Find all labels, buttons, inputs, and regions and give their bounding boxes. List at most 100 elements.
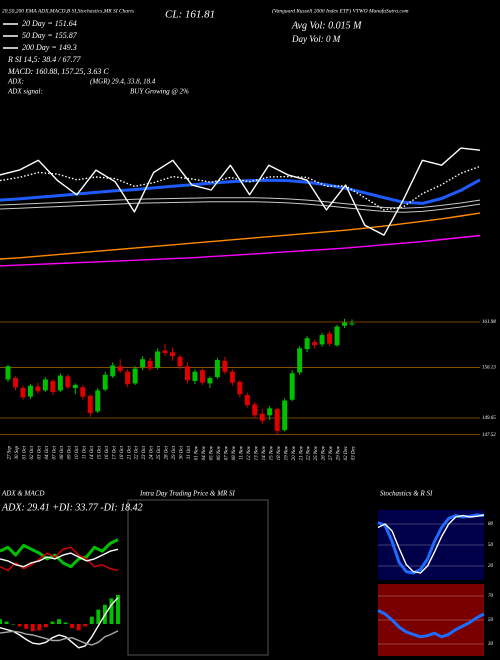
x-tick-label: 11 Nov bbox=[239, 445, 244, 460]
x-tick-label: 02 Dec bbox=[344, 445, 349, 460]
histogram-bar bbox=[89, 616, 94, 624]
histogram-bar bbox=[96, 609, 101, 624]
annotation: ADX: bbox=[7, 78, 24, 86]
x-tick-label: 26 Nov bbox=[322, 445, 327, 460]
x-tick-label: 31 Oct bbox=[187, 445, 192, 459]
x-tick-label: 16 Oct bbox=[105, 445, 110, 459]
candle-body bbox=[102, 374, 108, 390]
series-line bbox=[377, 514, 485, 574]
candle-body bbox=[334, 326, 340, 346]
candle-body bbox=[87, 395, 93, 413]
candle-body bbox=[282, 400, 288, 431]
annotation: (Vanguard Russell 2000 Index ETF) VTWO M… bbox=[272, 7, 409, 14]
y-tick-label: 80 bbox=[488, 522, 494, 527]
x-tick-label: 29 Nov bbox=[337, 445, 342, 460]
x-tick-label: 08 Oct bbox=[60, 445, 65, 459]
annotation: 50 Day = 155.87 bbox=[22, 31, 78, 40]
series-line bbox=[0, 234, 481, 267]
candle-body bbox=[57, 375, 63, 391]
series-line bbox=[0, 630, 119, 646]
x-tick-label: 29 Oct bbox=[172, 445, 177, 459]
x-tick-label: 25 Oct bbox=[157, 445, 162, 459]
candle-body bbox=[117, 366, 123, 371]
candle-body bbox=[12, 377, 18, 388]
candle-body bbox=[327, 333, 333, 344]
annotation: BUY Growing @ 2% bbox=[130, 88, 189, 96]
x-tick-label: 23 Oct bbox=[142, 445, 147, 459]
panel-title: Stochastics & R SI bbox=[380, 490, 433, 498]
candle-body bbox=[27, 385, 33, 397]
histogram-bar bbox=[70, 624, 75, 628]
candle-body bbox=[170, 352, 176, 357]
candle-body bbox=[304, 338, 310, 350]
candle-body bbox=[125, 371, 131, 385]
x-tick-label: 18 Oct bbox=[120, 445, 125, 459]
x-tick-label: 04 Oct bbox=[45, 445, 50, 459]
annotation: ADX signal: bbox=[7, 88, 43, 96]
x-tick-label: 03 Oct bbox=[38, 445, 43, 459]
x-tick-label: 27 Sep bbox=[8, 446, 13, 460]
x-tick-label: 10 Oct bbox=[75, 445, 80, 459]
x-tick-label: 30 Oct bbox=[180, 445, 185, 459]
x-tick-label: 19 Nov bbox=[284, 445, 289, 460]
y-tick-label: 161.98 bbox=[482, 320, 496, 325]
y-tick-label: 20 bbox=[488, 564, 494, 569]
candle-body bbox=[267, 408, 273, 416]
x-tick-label: 20 Nov bbox=[292, 445, 297, 460]
histogram-bar bbox=[24, 624, 29, 629]
histogram-bar bbox=[0, 619, 2, 624]
y-tick-label: 156.13 bbox=[482, 366, 496, 371]
histogram-bar bbox=[83, 624, 88, 627]
candle-body bbox=[50, 381, 56, 392]
histogram-bar bbox=[63, 622, 68, 624]
candle-body bbox=[319, 335, 325, 345]
candle-body bbox=[297, 348, 303, 373]
annotation: 200 Day = 149.3 bbox=[22, 43, 77, 52]
candle-body bbox=[110, 365, 116, 377]
annotation: (MGR) 29.4, 33.8, 18.4 bbox=[90, 78, 156, 86]
x-tick-label: 01 Oct bbox=[23, 445, 28, 459]
x-tick-label: 13 Nov bbox=[254, 445, 259, 460]
candle-body bbox=[72, 384, 78, 389]
y-tick-label: 149.65 bbox=[482, 416, 496, 421]
x-tick-label: 07 Nov bbox=[225, 445, 230, 460]
x-tick-label: 09 Oct bbox=[67, 445, 72, 459]
annotation: 20 Day = 151.64 bbox=[22, 19, 77, 28]
x-tick-label: 21 Oct bbox=[127, 445, 132, 459]
candle-body bbox=[312, 342, 318, 346]
x-tick-label: 06 Nov bbox=[217, 445, 222, 460]
series-line bbox=[0, 538, 119, 569]
x-tick-label: 07 Oct bbox=[53, 445, 58, 459]
candle-body bbox=[207, 377, 213, 384]
histogram-bar bbox=[57, 619, 61, 624]
y-tick-label: 70 bbox=[488, 594, 494, 599]
histogram-bar bbox=[11, 624, 16, 625]
x-tick-label: 22 Nov bbox=[307, 445, 312, 460]
candle-body bbox=[5, 366, 11, 380]
annotation: Avg Vol: 0.015 M bbox=[291, 20, 362, 31]
x-tick-label: 21 Nov bbox=[299, 445, 304, 460]
candle-body bbox=[95, 390, 101, 412]
x-tick-label: 25 Nov bbox=[314, 445, 319, 460]
x-tick-label: 12 Nov bbox=[247, 445, 252, 460]
candle-body bbox=[199, 370, 205, 383]
x-tick-label: 04 Nov bbox=[202, 445, 207, 460]
candle-body bbox=[252, 404, 258, 416]
histogram-bar bbox=[50, 621, 55, 624]
series-line bbox=[0, 201, 481, 213]
panel-title: Intra Day Trading Price & MR SI bbox=[139, 490, 236, 498]
x-tick-label: 01 Nov bbox=[195, 445, 200, 460]
x-tick-label: 15 Oct bbox=[97, 445, 102, 459]
annotation: CL: 161.81 bbox=[165, 9, 215, 21]
candle-body bbox=[274, 409, 280, 431]
series-line bbox=[0, 197, 481, 209]
candle-body bbox=[132, 368, 138, 384]
candle-body bbox=[259, 413, 265, 421]
x-tick-label: 05 Nov bbox=[210, 445, 215, 460]
x-tick-label: 14 Nov bbox=[262, 445, 267, 460]
x-tick-label: 14 Oct bbox=[90, 445, 95, 459]
x-tick-label: 24 Oct bbox=[150, 445, 155, 459]
panel-title: ADX & MACD bbox=[1, 490, 44, 498]
x-tick-label: 11 Oct bbox=[82, 445, 87, 459]
